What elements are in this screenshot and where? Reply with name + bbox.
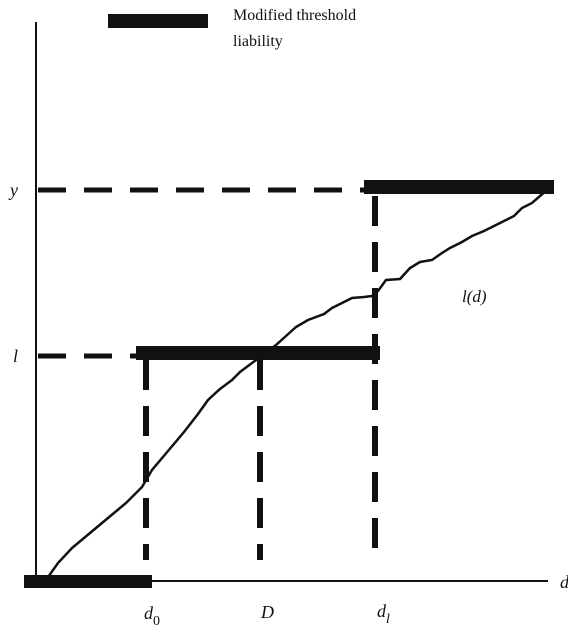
curve-label: l(d) <box>462 287 487 306</box>
x-label-d0-base: d <box>144 603 154 623</box>
liability-bar-low <box>24 575 152 588</box>
liability-bar-mid <box>136 346 380 360</box>
x-label-d0: d0 <box>144 603 160 629</box>
liability-bar-high <box>364 180 554 194</box>
x-axis-label: d <box>560 572 568 592</box>
x-label-dl: dl <box>377 601 390 627</box>
x-label-dl-sub: l <box>386 612 390 627</box>
legend-text-line2: liability <box>233 33 283 50</box>
y-label-y: y <box>8 180 18 200</box>
y-label-l: l <box>13 346 18 366</box>
liability-curve <box>44 190 547 581</box>
x-label-D: D <box>260 602 274 622</box>
legend-text-line1: Modified threshold <box>233 7 356 24</box>
x-label-dl-base: d <box>377 601 387 621</box>
legend-swatch <box>108 14 208 28</box>
x-label-d0-sub: 0 <box>153 614 160 629</box>
